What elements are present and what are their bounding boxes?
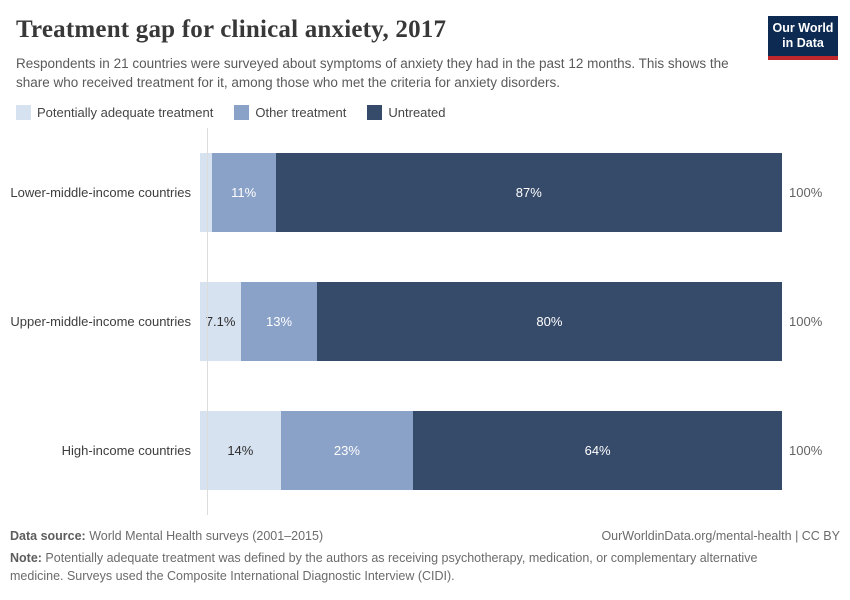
- chart-row: Upper-middle-income countries 7.1% 13% 8…: [0, 257, 850, 386]
- total-label: 100%: [789, 185, 823, 201]
- owid-logo-line1: Our World: [772, 21, 834, 35]
- credit-link: OurWorldinData.org/mental-health | CC BY: [601, 529, 840, 544]
- segment-untreated: 80%: [316, 282, 782, 362]
- data-source: Data source: World Mental Health surveys…: [10, 529, 323, 543]
- legend-swatch-icon: [16, 105, 31, 121]
- chart-row: High-income countries 14% 23% 64% 100%: [0, 386, 850, 515]
- note-text: Potentially adequate treatment was defin…: [10, 551, 758, 584]
- data-source-label: Data source:: [10, 529, 86, 544]
- y-axis-line: [207, 128, 208, 516]
- chart-subtitle: Respondents in 21 countries were surveye…: [16, 56, 729, 91]
- chart-footer: Data source: World Mental Health surveys…: [0, 515, 850, 586]
- page-title: Treatment gap for clinical anxiety, 2017: [16, 16, 447, 43]
- note-label: Note:: [10, 551, 42, 566]
- segment-adequate-treatment: [200, 153, 212, 233]
- legend-label: Potentially adequate treatment: [37, 105, 214, 121]
- segment-value-label: 14%: [227, 443, 254, 459]
- legend-item-untreated: Untreated: [367, 105, 446, 121]
- segment-value-label: 80%: [536, 314, 563, 330]
- chart-header: Treatment gap for clinical anxiety, 2017…: [0, 0, 850, 92]
- segment-adequate-treatment: 7.1%: [200, 282, 242, 362]
- legend: Potentially adequate treatment Other tre…: [0, 92, 850, 121]
- segment-value-label: 23%: [333, 443, 360, 459]
- segment-other-treatment: 23%: [280, 411, 414, 491]
- bar-high-income: 14% 23% 64%: [200, 411, 783, 491]
- segment-adequate-treatment: 14%: [200, 411, 281, 491]
- category-label: Upper-middle-income countries: [10, 314, 191, 330]
- legend-label: Other treatment: [255, 105, 347, 121]
- segment-untreated: 87%: [275, 153, 782, 233]
- total-label: 100%: [789, 443, 823, 459]
- legend-item-adequate-treatment: Potentially adequate treatment: [16, 105, 214, 121]
- segment-value-label: 13%: [266, 314, 293, 330]
- segment-other-treatment: 11%: [211, 153, 276, 233]
- segment-value-label: 64%: [584, 443, 611, 459]
- total-label: 100%: [789, 314, 823, 330]
- legend-swatch-icon: [234, 105, 250, 121]
- chart-note: Note: Potentially adequate treatment was…: [10, 550, 810, 586]
- legend-label: Untreated: [388, 105, 446, 121]
- chart-row: Lower-middle-income countries 11% 87% 10…: [0, 128, 850, 257]
- segment-untreated: 64%: [413, 411, 783, 491]
- segment-value-label: 7.1%: [205, 314, 236, 330]
- category-label: High-income countries: [61, 443, 191, 459]
- owid-logo: Our World in Data: [768, 16, 838, 60]
- legend-item-other-treatment: Other treatment: [234, 105, 347, 121]
- segment-value-label: 87%: [515, 185, 542, 201]
- bar-upper-middle-income: 7.1% 13% 80%: [200, 282, 782, 362]
- owid-logo-line2: in Data: [782, 35, 824, 50]
- legend-swatch-icon: [367, 105, 383, 121]
- segment-value-label: 11%: [231, 185, 257, 201]
- stacked-bar-chart: Lower-middle-income countries 11% 87% 10…: [0, 128, 850, 516]
- bar-lower-middle-income: 11% 87%: [200, 153, 782, 233]
- category-label: Lower-middle-income countries: [10, 185, 191, 201]
- data-source-text: World Mental Health surveys (2001–2015): [85, 529, 324, 544]
- segment-other-treatment: 13%: [241, 282, 317, 362]
